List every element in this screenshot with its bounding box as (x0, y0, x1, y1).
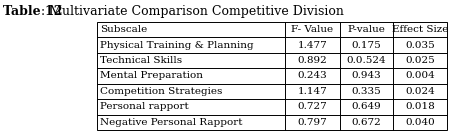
Text: 0.175: 0.175 (352, 41, 382, 50)
Text: 0.943: 0.943 (352, 72, 382, 81)
Text: Competition Strategies: Competition Strategies (100, 87, 222, 96)
Text: 1.477: 1.477 (298, 41, 327, 50)
Text: F- Value: F- Value (291, 25, 334, 34)
Text: 0.025: 0.025 (405, 56, 435, 65)
Text: 0.018: 0.018 (405, 102, 435, 111)
Text: 0.797: 0.797 (298, 118, 327, 127)
Text: 0.243: 0.243 (298, 72, 327, 81)
Text: Subscale: Subscale (100, 25, 147, 34)
Text: Physical Training & Planning: Physical Training & Planning (100, 41, 253, 50)
Bar (97, 22, 447, 130)
Text: 0.004: 0.004 (405, 72, 435, 81)
Text: 0.335: 0.335 (352, 87, 382, 96)
Text: 0.892: 0.892 (298, 56, 327, 65)
Text: 0.0.524: 0.0.524 (347, 56, 387, 65)
Text: Negative Personal Rapport: Negative Personal Rapport (100, 118, 243, 127)
Text: Table 12: Table 12 (3, 5, 63, 18)
Text: 1.147: 1.147 (298, 87, 327, 96)
Text: Technical Skills: Technical Skills (100, 56, 182, 65)
Text: 0.040: 0.040 (405, 118, 435, 127)
Text: 0.649: 0.649 (352, 102, 382, 111)
Text: Mental Preparation: Mental Preparation (100, 72, 203, 81)
Text: Effect Size: Effect Size (392, 25, 448, 34)
Text: 0.035: 0.035 (405, 41, 435, 50)
Text: 0.024: 0.024 (405, 87, 435, 96)
Text: 0.672: 0.672 (352, 118, 382, 127)
Text: : Multivariate Comparison Competitive Division: : Multivariate Comparison Competitive Di… (41, 5, 344, 18)
Text: P-value: P-value (348, 25, 386, 34)
Text: Personal rapport: Personal rapport (100, 102, 189, 111)
Text: 0.727: 0.727 (298, 102, 327, 111)
